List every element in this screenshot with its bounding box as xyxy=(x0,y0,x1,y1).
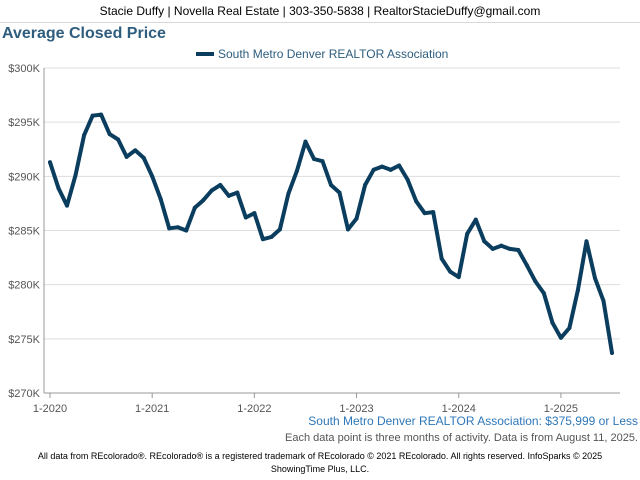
data-point xyxy=(73,173,78,178)
data-point xyxy=(82,133,87,138)
data-point xyxy=(499,243,504,248)
tick-labels: $270K $275K $280K $285K $290K $295K $300K 1-202… xyxy=(8,63,578,415)
data-point xyxy=(235,190,240,195)
data-point xyxy=(397,163,402,168)
data-point xyxy=(201,198,206,203)
x-tick-label: 1-2020 xyxy=(33,403,67,415)
data-point xyxy=(601,298,606,303)
data-point xyxy=(107,132,112,137)
axes xyxy=(43,68,620,398)
x-tick-label: 1-2024 xyxy=(442,403,476,415)
grid-lines xyxy=(44,67,620,394)
data-point xyxy=(414,199,419,204)
y-tick-label: $280K xyxy=(8,280,40,292)
data-point xyxy=(209,188,214,193)
data-point xyxy=(567,326,572,330)
data-point xyxy=(507,246,512,251)
series-lines xyxy=(48,112,614,355)
data-point xyxy=(260,237,265,242)
contact-header: Stacie Duffy | Novella Real Estate | 303… xyxy=(0,0,640,23)
data-point xyxy=(65,203,70,208)
data-point xyxy=(482,239,487,244)
data-point xyxy=(371,167,376,172)
y-tick-label: $270K xyxy=(8,388,40,400)
data-point xyxy=(524,263,529,268)
data-point xyxy=(337,190,342,195)
legend-label: South Metro Denver REALTOR Association xyxy=(218,47,448,61)
data-point xyxy=(320,159,325,164)
data-point xyxy=(294,168,299,173)
data-point xyxy=(422,211,427,216)
data-point xyxy=(439,256,444,261)
data-point xyxy=(516,248,521,252)
data-point xyxy=(277,227,282,232)
data-point xyxy=(116,137,121,142)
data-point xyxy=(218,183,223,187)
data-point xyxy=(584,239,589,244)
copyright-line-2: ShowingTime Plus, LLC. xyxy=(270,464,370,474)
series-footnote: South Metro Denver REALTOR Association: … xyxy=(308,414,638,428)
data-point xyxy=(243,215,248,220)
data-point xyxy=(380,164,385,169)
data-point xyxy=(329,183,333,187)
data-point xyxy=(48,160,52,165)
data-point xyxy=(226,193,231,198)
x-tick-label: 1-2023 xyxy=(339,403,373,415)
data-point xyxy=(431,210,436,215)
data-point xyxy=(124,154,129,159)
data-point xyxy=(354,216,359,221)
data-point xyxy=(346,227,351,232)
data-point xyxy=(533,279,538,284)
data-point xyxy=(269,235,274,239)
data-point xyxy=(133,148,138,153)
y-tick-label: $290K xyxy=(8,171,40,183)
chart-title: Average Closed Price xyxy=(2,25,166,42)
x-tick-label: 1-2021 xyxy=(135,403,169,415)
data-point xyxy=(541,291,546,296)
data-point xyxy=(575,288,580,293)
legend: South Metro Denver REALTOR Association xyxy=(196,47,448,61)
data-point xyxy=(550,320,555,325)
data-point xyxy=(192,205,197,210)
x-tick-label: 1-2022 xyxy=(237,403,271,415)
data-point xyxy=(303,139,308,144)
data-point xyxy=(490,246,495,251)
data-point xyxy=(405,177,410,182)
data-point xyxy=(610,350,614,355)
copyright-notice: All data from REcolorado®. REcolorado® i… xyxy=(0,450,640,476)
data-point xyxy=(252,211,257,216)
data-point xyxy=(56,186,61,191)
data-point xyxy=(388,167,393,172)
data-footnote: Each data point is three months of activ… xyxy=(284,432,638,444)
data-point xyxy=(473,217,478,222)
y-tick-label: $295K xyxy=(8,117,40,129)
data-point xyxy=(175,225,180,230)
data-point xyxy=(286,191,291,196)
data-point xyxy=(448,269,453,274)
data-point xyxy=(558,335,563,340)
y-tick-label: $285K xyxy=(8,226,40,238)
data-point xyxy=(592,276,597,281)
y-tick-label: $300K xyxy=(8,63,40,75)
data-point xyxy=(465,231,470,236)
data-point xyxy=(90,113,95,118)
data-point xyxy=(158,197,163,202)
data-point xyxy=(141,155,146,160)
x-tick-label: 1-2025 xyxy=(544,403,578,415)
y-tick-label: $275K xyxy=(8,334,40,346)
data-point xyxy=(167,226,172,231)
data-point xyxy=(184,228,189,233)
data-point xyxy=(456,275,461,280)
data-point xyxy=(311,157,316,161)
data-point xyxy=(150,174,155,179)
copyright-line-1: All data from REcolorado®. REcolorado® i… xyxy=(37,451,603,461)
data-point xyxy=(363,183,368,187)
data-point xyxy=(99,112,104,117)
